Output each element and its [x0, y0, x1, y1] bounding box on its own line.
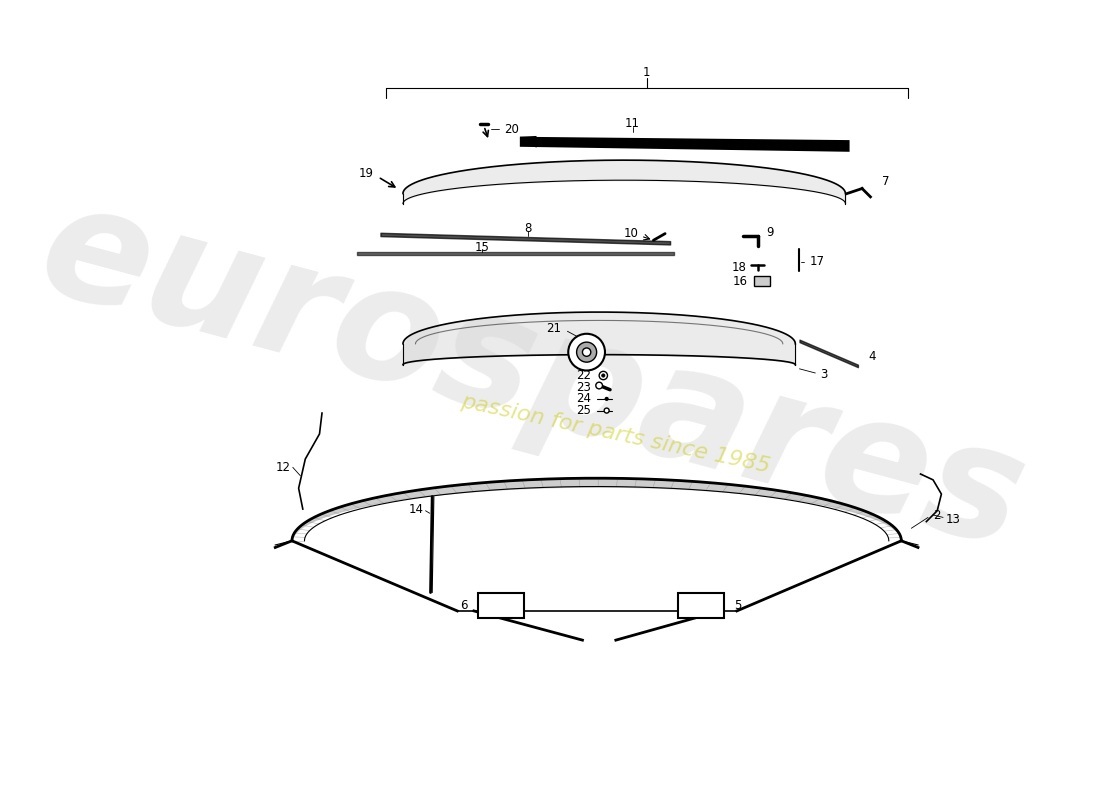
Bar: [679, 593, 725, 618]
Text: 1: 1: [644, 66, 650, 79]
Text: 17: 17: [810, 255, 825, 269]
Circle shape: [605, 397, 608, 401]
Polygon shape: [520, 137, 849, 152]
Text: 25: 25: [576, 404, 591, 417]
Text: 24: 24: [575, 392, 591, 406]
Circle shape: [596, 382, 603, 389]
Text: 13: 13: [946, 513, 960, 526]
Text: eurospares: eurospares: [24, 170, 1041, 581]
Bar: [478, 593, 524, 618]
Circle shape: [600, 371, 607, 380]
Circle shape: [604, 408, 609, 413]
Text: 19: 19: [359, 167, 374, 180]
Text: 6: 6: [461, 598, 469, 611]
Text: 3: 3: [821, 368, 827, 381]
Text: 18: 18: [732, 262, 746, 274]
Text: 22: 22: [575, 369, 591, 382]
Text: 21: 21: [547, 322, 562, 335]
Text: 11: 11: [625, 117, 640, 130]
Text: 14: 14: [409, 502, 424, 515]
Text: 9: 9: [766, 226, 773, 239]
Circle shape: [569, 334, 605, 370]
Circle shape: [576, 342, 596, 362]
Text: 2: 2: [933, 510, 940, 522]
Text: 7: 7: [882, 175, 890, 188]
Bar: [754, 276, 770, 286]
Polygon shape: [520, 136, 537, 148]
Text: 12: 12: [275, 461, 290, 474]
Circle shape: [602, 374, 605, 377]
Text: passion for parts since 1985: passion for parts since 1985: [460, 391, 772, 477]
Circle shape: [582, 348, 591, 356]
Text: 23: 23: [576, 381, 591, 394]
Text: 8: 8: [525, 222, 532, 235]
Text: 16: 16: [733, 274, 748, 288]
Text: 10: 10: [624, 227, 638, 240]
Text: 5: 5: [735, 598, 741, 611]
Text: 4: 4: [869, 350, 877, 363]
Text: 20: 20: [504, 122, 519, 136]
Text: 15: 15: [475, 242, 490, 254]
